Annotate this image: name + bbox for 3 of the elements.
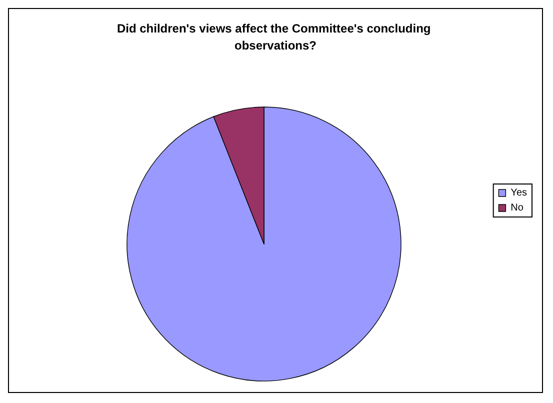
chart-title: Did children's views affect the Committee's concluding observations?: [116, 22, 434, 52]
legend-label: Yes: [510, 188, 528, 198]
legend-label: No: [510, 202, 524, 214]
